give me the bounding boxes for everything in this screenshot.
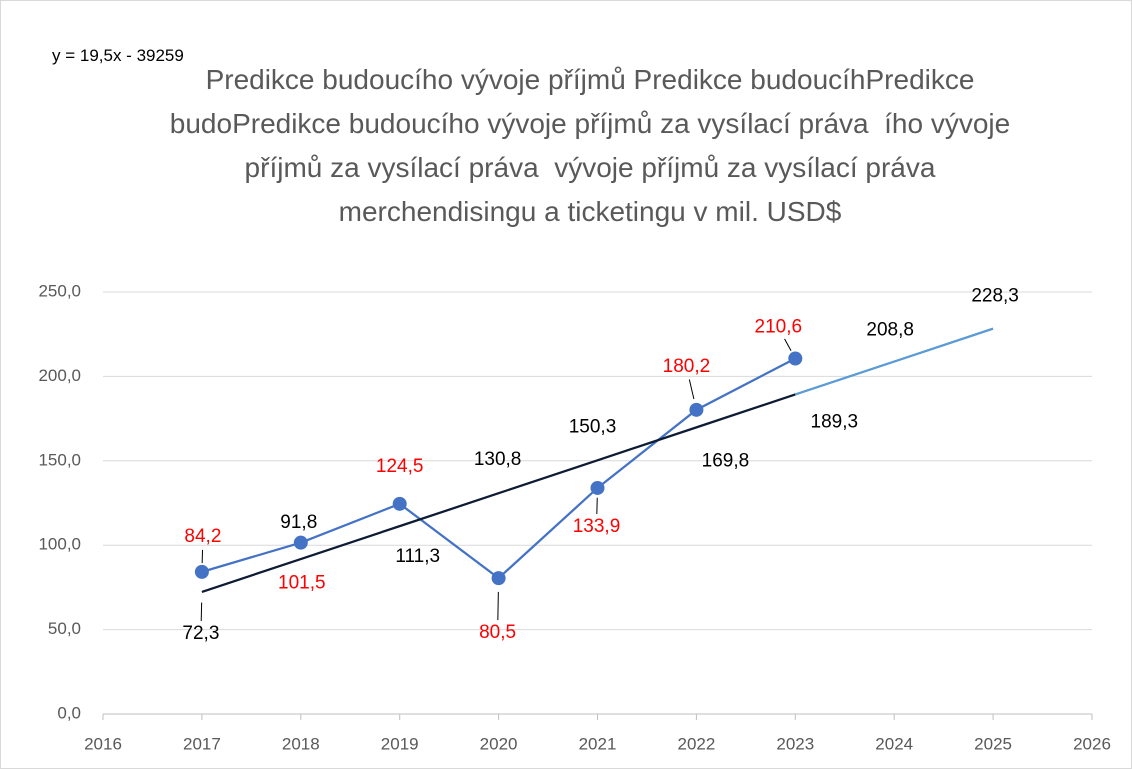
data-label: 111,3 bbox=[395, 546, 440, 567]
data-label: 101,5 bbox=[278, 573, 326, 594]
data-label: 208,8 bbox=[866, 320, 914, 341]
data-label: 180,2 bbox=[663, 356, 711, 377]
leader-line bbox=[784, 338, 792, 351]
data-label: 133,9 bbox=[573, 516, 621, 537]
data-label: 72,3 bbox=[182, 623, 219, 644]
data-label: 84,2 bbox=[184, 526, 221, 547]
x-tick-label: 2024 bbox=[875, 734, 913, 753]
chart-title: Predikce budoucího vývoje příjmů Predikc… bbox=[169, 64, 1018, 227]
leader-line bbox=[497, 591, 499, 621]
series-line bbox=[201, 393, 796, 594]
trend-equation: y = 19,5x - 39259 bbox=[52, 46, 184, 65]
data-label: 80,5 bbox=[479, 622, 516, 643]
data-label: 150,3 bbox=[569, 416, 617, 437]
x-tick-label: 2022 bbox=[677, 734, 715, 753]
data-point bbox=[293, 535, 308, 550]
x-tick-label: 2026 bbox=[1073, 734, 1111, 753]
x-tick-label: 2018 bbox=[282, 734, 320, 753]
y-tick-label: 50,0 bbox=[48, 619, 81, 638]
data-point bbox=[689, 402, 704, 417]
x-tick-label: 2021 bbox=[579, 734, 617, 753]
x-tick-label: 2023 bbox=[776, 734, 814, 753]
series-line bbox=[794, 327, 994, 396]
x-tick-label: 2025 bbox=[974, 734, 1012, 753]
data-label: 228,3 bbox=[971, 286, 1019, 307]
data-label: 130,8 bbox=[474, 449, 522, 470]
x-tick-label: 2017 bbox=[183, 734, 221, 753]
leader-line bbox=[688, 379, 695, 400]
data-point bbox=[194, 564, 209, 579]
y-tick-label: 100,0 bbox=[38, 535, 81, 554]
data-point bbox=[491, 571, 506, 586]
y-tick-label: 200,0 bbox=[38, 366, 81, 385]
data-point bbox=[392, 496, 407, 511]
y-tick-label: 250,0 bbox=[38, 281, 81, 300]
x-tick-label: 2019 bbox=[381, 734, 419, 753]
data-label: 210,6 bbox=[755, 317, 803, 338]
y-tick-label: 150,0 bbox=[38, 450, 81, 469]
x-tick-label: 2020 bbox=[480, 734, 518, 753]
data-point bbox=[590, 480, 605, 495]
data-label: 189,3 bbox=[811, 411, 859, 432]
data-label: 124,5 bbox=[376, 456, 424, 477]
data-label: 91,8 bbox=[280, 512, 317, 533]
data-label: 169,8 bbox=[702, 450, 750, 471]
data-point bbox=[788, 351, 803, 366]
x-tick-label: 2016 bbox=[84, 734, 122, 753]
y-tick-label: 0,0 bbox=[57, 703, 81, 722]
